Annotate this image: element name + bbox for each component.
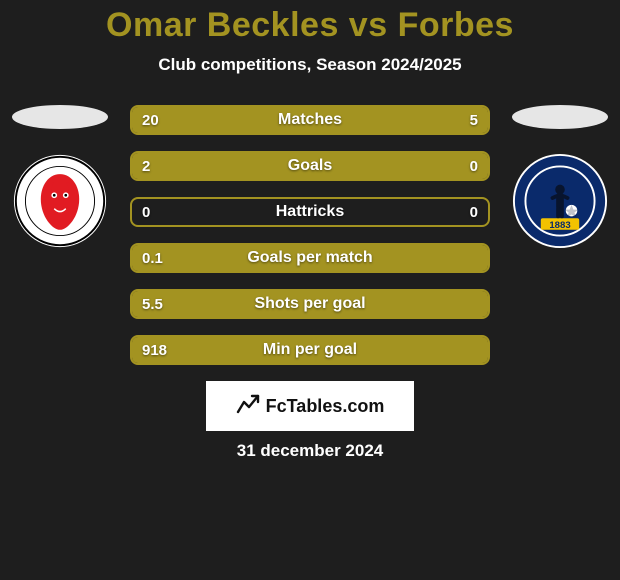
stat-row: Min per goal918 — [130, 335, 490, 365]
stat-value-left: 2 — [142, 153, 150, 179]
bristol-rovers-crest-icon: 1883 — [512, 153, 608, 249]
stat-value-left: 5.5 — [142, 291, 163, 317]
stat-label: Goals per match — [132, 245, 488, 271]
left-team-column — [10, 105, 110, 249]
stat-label: Matches — [132, 107, 488, 133]
page-subtitle: Club competitions, Season 2024/2025 — [0, 55, 620, 75]
stat-value-left: 20 — [142, 107, 159, 133]
stat-value-left: 918 — [142, 337, 167, 363]
stat-label: Min per goal — [132, 337, 488, 363]
brand-text: FcTables.com — [266, 396, 385, 417]
svg-text:1883: 1883 — [549, 220, 570, 231]
stat-row: Goals per match0.1 — [130, 243, 490, 273]
stat-row: Hattricks0 0 — [130, 197, 490, 227]
right-team-column: 1883 — [510, 105, 610, 249]
stat-value-right: 5 — [470, 107, 478, 133]
stat-label: Hattricks — [132, 199, 488, 225]
fctables-logo-icon — [236, 392, 260, 421]
stat-row: Shots per goal5.5 — [130, 289, 490, 319]
stat-value-left: 0.1 — [142, 245, 163, 271]
stat-value-right: 0 — [470, 199, 478, 225]
right-team-crest: 1883 — [512, 153, 608, 249]
right-shadow-ellipse — [512, 105, 608, 129]
stat-row: Matches20 5 — [130, 105, 490, 135]
stat-label: Shots per goal — [132, 291, 488, 317]
left-team-crest — [12, 153, 108, 249]
stat-value-right: 0 — [470, 153, 478, 179]
page-title: Omar Beckles vs Forbes — [0, 6, 620, 45]
left-shadow-ellipse — [12, 105, 108, 129]
content-area: 1883 Matches205Goals20Hattricks00Goals p… — [0, 105, 620, 461]
stat-value-left: 0 — [142, 199, 150, 225]
stat-row: Goals2 0 — [130, 151, 490, 181]
comparison-card: Omar Beckles vs Forbes Club competitions… — [0, 0, 620, 580]
stat-label: Goals — [132, 153, 488, 179]
leyton-orient-crest-icon — [12, 153, 108, 249]
brand-footer-box: FcTables.com — [206, 381, 414, 431]
footer-date: 31 december 2024 — [0, 441, 620, 461]
stat-bars: Matches205Goals20Hattricks00Goals per ma… — [130, 105, 490, 365]
